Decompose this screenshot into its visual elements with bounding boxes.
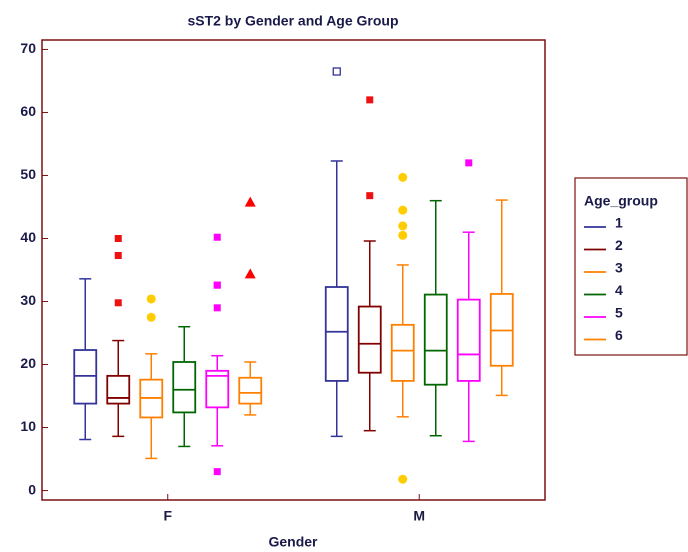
legend-label: 3 (615, 260, 623, 276)
box (357, 305, 382, 374)
outlier (366, 192, 374, 200)
outlier (398, 205, 408, 215)
outlier (366, 96, 374, 104)
box (238, 376, 263, 405)
outlier (114, 252, 122, 260)
legend-label: 2 (615, 237, 623, 253)
outlier (244, 196, 256, 207)
box (172, 361, 197, 414)
legend-label: 1 (615, 215, 623, 231)
outlier (244, 268, 256, 279)
x-axis-label: Gender (268, 534, 318, 550)
legend-label: 4 (615, 282, 623, 298)
outlier (146, 312, 156, 322)
legend-label: 6 (615, 327, 623, 343)
box (390, 323, 415, 382)
y-tick-label: 10 (20, 418, 36, 434)
y-tick-label: 60 (20, 103, 36, 119)
box (205, 369, 230, 409)
box (423, 293, 448, 386)
outlier (398, 221, 408, 231)
plot-frame (41, 39, 546, 501)
legend-title: Age_group (584, 193, 658, 209)
box (324, 286, 349, 382)
y-tick-label: 20 (20, 355, 36, 371)
y-tick-label: 70 (20, 40, 36, 56)
y-tick-label: 50 (20, 166, 36, 182)
box (106, 374, 131, 405)
outlier (213, 281, 221, 289)
x-tick-label: F (163, 508, 172, 524)
outlier (213, 304, 221, 312)
box (456, 298, 481, 382)
x-tick-label: M (413, 508, 425, 524)
y-tick-label: 40 (20, 229, 36, 245)
chart-title: sST2 by Gender and Age Group (187, 13, 398, 29)
outlier (213, 468, 221, 476)
outlier (213, 233, 221, 241)
outlier (332, 67, 341, 76)
y-tick-label: 30 (20, 292, 36, 308)
outlier (465, 159, 473, 167)
y-tick-label: 0 (28, 481, 36, 497)
outlier (398, 474, 408, 484)
legend-frame (574, 177, 688, 356)
box (73, 349, 98, 405)
outlier (114, 234, 122, 242)
legend-label: 5 (615, 305, 623, 321)
outlier (398, 230, 408, 240)
outlier (398, 172, 408, 182)
outlier (114, 299, 122, 307)
outlier (146, 294, 156, 304)
